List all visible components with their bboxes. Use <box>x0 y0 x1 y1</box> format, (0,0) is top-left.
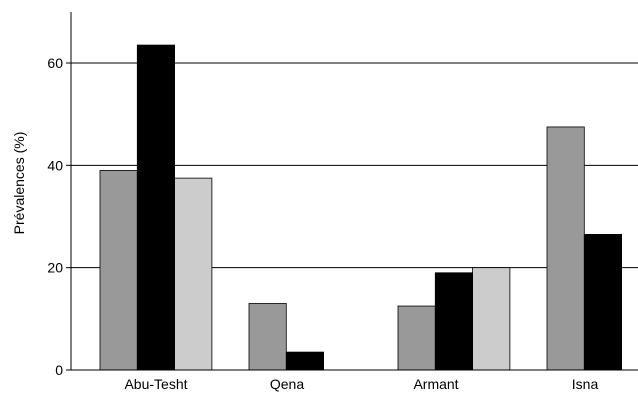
bar-abu-tesht-series-2 <box>136 44 176 371</box>
bar-isna-series-2 <box>583 234 622 371</box>
bar-abu-tesht-series-1 <box>99 170 138 371</box>
x-axis-labels: Abu-Tesht Qena Armant Isna <box>124 376 598 392</box>
x-category-label: Abu-Tesht <box>124 376 187 392</box>
x-category-label: Isna <box>572 376 599 392</box>
bars <box>99 44 622 371</box>
y-axis-ticks: 0 20 40 60 <box>47 55 71 378</box>
y-tick-label: 20 <box>47 260 63 276</box>
y-axis-title: Prévalences (%) <box>11 132 27 235</box>
bar-qena-series-2 <box>285 351 324 371</box>
y-tick-label: 40 <box>47 157 63 173</box>
bar-isna-series-1 <box>546 126 585 371</box>
x-category-label: Armant <box>413 376 458 392</box>
bar-qena-series-1 <box>248 303 287 371</box>
bar-armant-series-2 <box>434 272 473 371</box>
y-tick-label: 0 <box>55 362 63 378</box>
y-tick-label: 60 <box>47 55 63 71</box>
bar-armant-series-1 <box>397 305 436 371</box>
x-category-label: Qena <box>270 376 304 392</box>
bar-armant-series-3 <box>472 267 511 371</box>
bar-abu-tesht-series-3 <box>174 177 213 371</box>
